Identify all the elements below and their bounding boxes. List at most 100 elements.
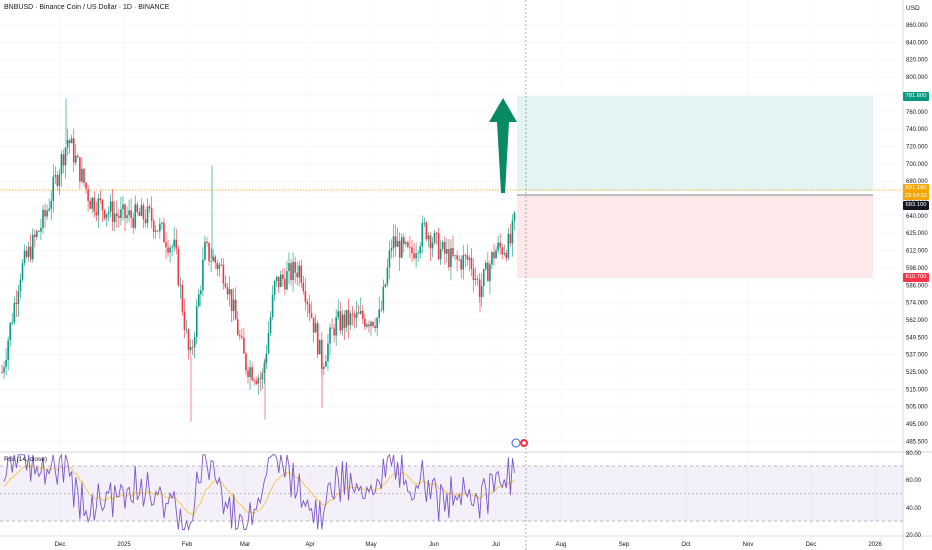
candle-body bbox=[79, 157, 81, 182]
candle-body bbox=[489, 264, 491, 282]
candle-body bbox=[456, 255, 458, 260]
time-axis-label: Nov bbox=[743, 542, 754, 548]
target-zone[interactable] bbox=[517, 96, 873, 191]
candle-body bbox=[103, 210, 106, 219]
candle-body bbox=[183, 311, 186, 330]
candle-body bbox=[239, 335, 241, 337]
symbol-title[interactable]: BNBUSD · Binance Coin / US Dollar · 1D ·… bbox=[4, 4, 170, 11]
candle-body bbox=[31, 234, 34, 260]
candle-body bbox=[509, 233, 512, 244]
candle-body bbox=[169, 247, 171, 253]
candle-body bbox=[232, 299, 235, 311]
candle-body bbox=[351, 313, 354, 315]
candle-body bbox=[161, 222, 163, 224]
rsi-axis[interactable]: 80.00 60.00 40.00 20.00 bbox=[906, 451, 922, 539]
candle-body bbox=[482, 269, 485, 287]
candle-body bbox=[462, 255, 465, 270]
candle-body bbox=[349, 313, 352, 326]
rsi-axis-label: 40.00 bbox=[906, 506, 922, 512]
candle-body bbox=[431, 242, 434, 249]
candle-body bbox=[497, 242, 499, 251]
candle-body bbox=[216, 262, 219, 269]
rsi-indicator-title[interactable]: RSI (14, close) bbox=[4, 456, 47, 463]
candle-body bbox=[286, 271, 288, 290]
candle-body bbox=[29, 246, 32, 260]
stop-zone[interactable] bbox=[517, 195, 873, 278]
time-axis[interactable]: Dec 2025 Feb Mar Apr May Jun Jul Aug Sep Oct Nov Dec… bbox=[55, 542, 883, 548]
candle-body bbox=[345, 309, 348, 328]
candle-body bbox=[302, 282, 305, 292]
candle-body bbox=[163, 222, 165, 243]
candle-body bbox=[206, 241, 208, 243]
candle-body bbox=[144, 219, 147, 224]
event-badges[interactable] bbox=[511, 438, 531, 448]
candle-body bbox=[468, 257, 471, 260]
candle-body bbox=[134, 204, 137, 228]
candle-body bbox=[218, 264, 221, 269]
currency-label[interactable]: USD bbox=[906, 5, 920, 12]
candle-body bbox=[458, 259, 460, 261]
candle-body bbox=[376, 317, 378, 329]
candle-body bbox=[95, 211, 98, 216]
candle-body bbox=[273, 281, 276, 295]
candle-body bbox=[314, 323, 317, 333]
candle-body bbox=[204, 241, 206, 260]
price-axis-label: 525.000 bbox=[906, 370, 928, 376]
candle-body bbox=[417, 253, 419, 254]
candle-body bbox=[398, 240, 401, 258]
candle-body bbox=[171, 246, 173, 248]
candle-body bbox=[331, 327, 333, 329]
candle-body bbox=[265, 353, 268, 364]
rsi-ma-line bbox=[3, 464, 515, 516]
last-price-tag: 691.190 bbox=[903, 184, 929, 192]
candle-body bbox=[68, 140, 71, 144]
candle-body bbox=[323, 366, 325, 369]
candle-body bbox=[290, 263, 292, 281]
candle-body bbox=[249, 367, 251, 378]
candle-body bbox=[27, 246, 30, 257]
candle-body bbox=[187, 329, 190, 351]
candle-body bbox=[280, 274, 282, 287]
candle-body bbox=[142, 205, 145, 220]
candle-body bbox=[251, 367, 253, 381]
candle-body bbox=[245, 353, 247, 371]
candle-body bbox=[228, 289, 231, 295]
candle-body bbox=[50, 200, 52, 209]
candle-body bbox=[111, 201, 114, 222]
candle-body bbox=[444, 242, 446, 254]
candle-body bbox=[415, 253, 417, 259]
dividend-icon[interactable] bbox=[511, 438, 521, 448]
candle-body bbox=[382, 286, 385, 310]
candle-body bbox=[66, 140, 69, 148]
candle-body bbox=[130, 210, 132, 218]
candle-body bbox=[335, 316, 337, 336]
candle-body bbox=[202, 259, 204, 291]
candle-body bbox=[81, 168, 83, 182]
candle-body bbox=[433, 232, 436, 243]
candle-body bbox=[292, 261, 294, 281]
candle-body bbox=[485, 262, 487, 270]
candle-body bbox=[40, 227, 42, 232]
rsi-axis-label: 60.00 bbox=[906, 478, 922, 484]
candle-body bbox=[85, 182, 87, 189]
price-axis-label: 680.000 bbox=[906, 179, 928, 185]
candle-body bbox=[89, 200, 91, 209]
candle-body bbox=[116, 213, 118, 216]
candle-body bbox=[364, 318, 366, 327]
candle-body bbox=[386, 267, 389, 285]
candle-body bbox=[259, 378, 262, 380]
candle-body bbox=[411, 247, 413, 253]
candle-body bbox=[210, 261, 212, 262]
price-axis-label: 562.000 bbox=[906, 318, 928, 324]
candle-body bbox=[263, 363, 266, 374]
price-axis[interactable]: 860.000840.000820.000800.000780.000760.0… bbox=[906, 23, 928, 445]
candle-body bbox=[257, 378, 260, 384]
candle-body bbox=[175, 239, 178, 249]
candle-body bbox=[56, 175, 59, 187]
up-arrow-drawing[interactable] bbox=[489, 98, 517, 193]
candle-body bbox=[138, 212, 141, 216]
rsi-axis-label: 20.00 bbox=[906, 533, 922, 539]
candle-body bbox=[370, 321, 372, 327]
